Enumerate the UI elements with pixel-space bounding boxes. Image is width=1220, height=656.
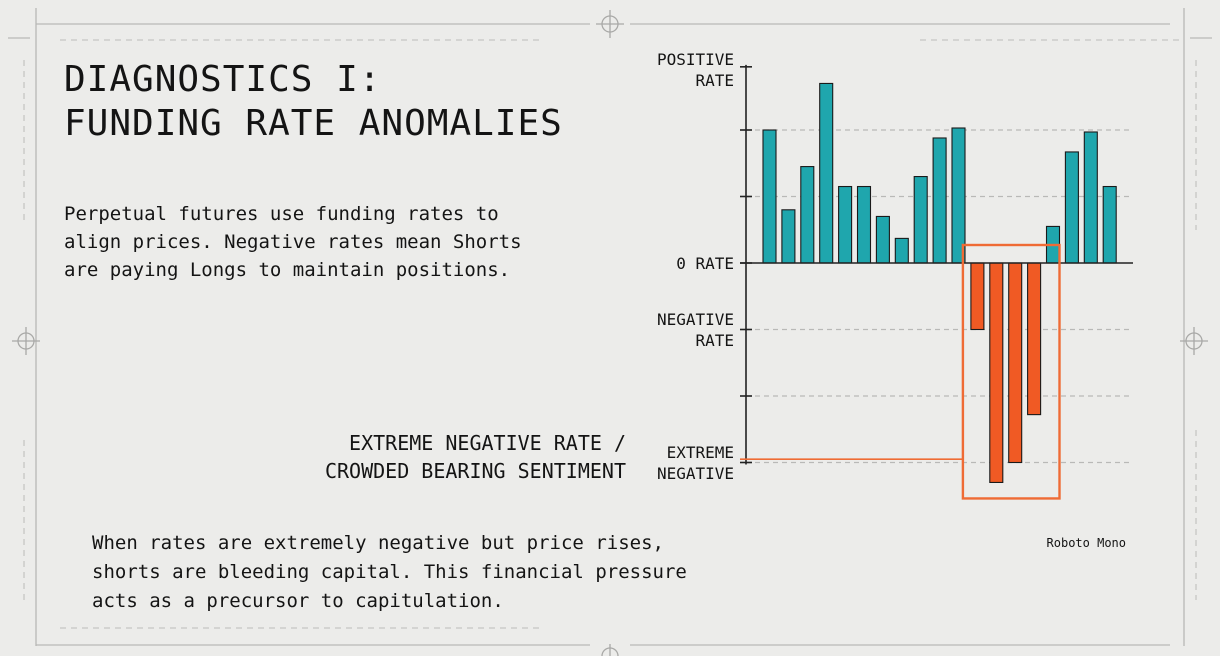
y-level-label: RATE: [695, 71, 734, 90]
bar: [951, 127, 966, 264]
bar: [762, 129, 777, 264]
bar: [1027, 262, 1042, 416]
bar: [913, 176, 928, 264]
y-level-label: NEGATIVE: [657, 310, 734, 329]
funding-rate-chart: POSITIVE RATE 0 RATE NEGATIVE RATE EXTREME NEG…: [657, 50, 1133, 500]
highlight-box: [961, 243, 1061, 500]
y-level-label: 0 RATE: [676, 254, 734, 273]
bar: [932, 137, 947, 264]
bar: [781, 209, 796, 264]
bar: [875, 215, 890, 264]
conclusion-text: When rates are extremely negative but pr…: [92, 532, 687, 612]
bar: [970, 262, 985, 331]
y-level-label: POSITIVE: [657, 50, 734, 69]
bar: [856, 185, 872, 264]
callout-line: CROWDED BEARING SENTIMENT: [324, 459, 626, 483]
y-level-label: NEGATIVE: [657, 464, 734, 483]
bar: [989, 262, 1004, 483]
bar: [800, 166, 815, 264]
slide-title: DIAGNOSTICS I: FUNDING RATE ANOMALIES: [64, 58, 563, 146]
crosshair-icon: [12, 10, 1208, 656]
bar: [894, 237, 909, 264]
bar: [1064, 151, 1079, 264]
slide-title-line: FUNDING RATE ANOMALIES: [64, 103, 563, 144]
bar: [1083, 131, 1098, 264]
callout-line: EXTREME NEGATIVE RATE /: [349, 431, 626, 455]
bar: [838, 185, 853, 264]
y-level-label: EXTREME: [667, 443, 734, 462]
callout-label: EXTREME NEGATIVE RATE / CROWDED BEARING …: [250, 429, 626, 485]
slide-title-line: DIAGNOSTICS I:: [64, 59, 382, 100]
y-level-label: RATE: [695, 331, 734, 350]
bar: [819, 82, 834, 264]
bar: [1008, 262, 1023, 464]
bar: [1102, 185, 1117, 264]
intro-text: Perpetual futures use funding rates to a…: [64, 203, 522, 281]
font-note: Roboto Mono: [1046, 536, 1126, 550]
